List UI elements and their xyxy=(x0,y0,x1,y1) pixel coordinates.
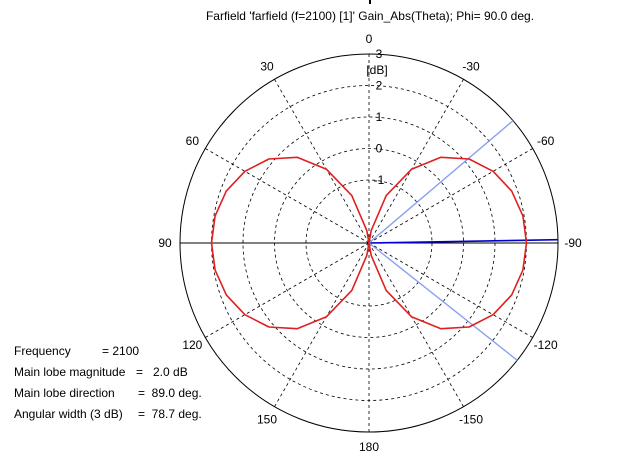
magnitude-tick-label-3: 0 xyxy=(376,142,383,156)
angle-tick-label-2: -60 xyxy=(537,134,555,148)
angle-tick-label-10: 60 xyxy=(186,134,200,148)
grid-spoke-1 xyxy=(368,79,464,244)
info-value-main-lobe-magnitude: = 2.0 dB xyxy=(136,365,188,379)
angle-tick-label-4: -120 xyxy=(534,338,558,352)
marker-beamwidth-3db-2 xyxy=(368,242,518,361)
grid-spoke-7 xyxy=(274,242,370,407)
info-row-angular-width: Angular width (3 dB) = 78.7 deg. xyxy=(14,404,202,425)
grid-spoke-11 xyxy=(274,79,370,244)
info-label-frequency: Frequency xyxy=(14,344,71,358)
grid-spoke-10 xyxy=(205,148,370,244)
chart-title: Farfield 'farfield (f=2100) [1]' Gain_Ab… xyxy=(0,0,620,23)
info-value-frequency: = 2100 xyxy=(102,344,140,358)
info-value-angular-width: = 78.7 deg. xyxy=(138,407,202,421)
magnitude-tick-label-1: 2 xyxy=(376,79,383,93)
info-row-main-lobe-magnitude: Main lobe magnitude = 2.0 dB xyxy=(14,362,202,383)
angle-tick-label-3: -90 xyxy=(564,236,582,250)
magnitude-tick-label-0: 3 xyxy=(376,47,383,61)
magnitude-tick-label-2: 1 xyxy=(376,110,383,124)
angle-tick-label-5: -150 xyxy=(459,413,483,427)
angle-tick-label-0: 0 xyxy=(366,32,373,46)
angle-tick-label-6: 180 xyxy=(359,440,379,454)
angle-tick-label-7: 150 xyxy=(257,413,277,427)
outer-circle xyxy=(179,53,559,433)
info-label-main-lobe-magnitude: Main lobe magnitude xyxy=(14,365,126,379)
info-value-main-lobe-direction: = 89.0 deg. xyxy=(138,386,202,400)
angle-tick-label-9: 90 xyxy=(158,236,172,250)
magnitude-unit-label: [dB] xyxy=(366,63,387,77)
magnitude-tick-label-4: -1 xyxy=(374,173,385,187)
grid-spoke-4 xyxy=(368,242,533,338)
info-panel: Frequency = 2100 Main lobe magnitude = 2… xyxy=(14,341,202,425)
grid-spoke-5 xyxy=(368,242,464,407)
info-row-main-lobe-direction: Main lobe direction = 89.0 deg. xyxy=(14,383,202,404)
grid-spoke-2 xyxy=(368,148,533,244)
grid-spoke-8 xyxy=(205,242,370,338)
marker-beamwidth-3db-1 xyxy=(368,120,514,244)
info-row-frequency: Frequency = 2100 xyxy=(14,341,202,362)
angle-tick-label-1: -30 xyxy=(462,59,480,73)
info-label-angular-width: Angular width (3 dB) xyxy=(14,407,123,421)
info-label-main-lobe-direction: Main lobe direction xyxy=(14,386,115,400)
angle-tick-label-11: 30 xyxy=(260,59,274,73)
angle-tick-label-8: 120 xyxy=(182,338,202,352)
